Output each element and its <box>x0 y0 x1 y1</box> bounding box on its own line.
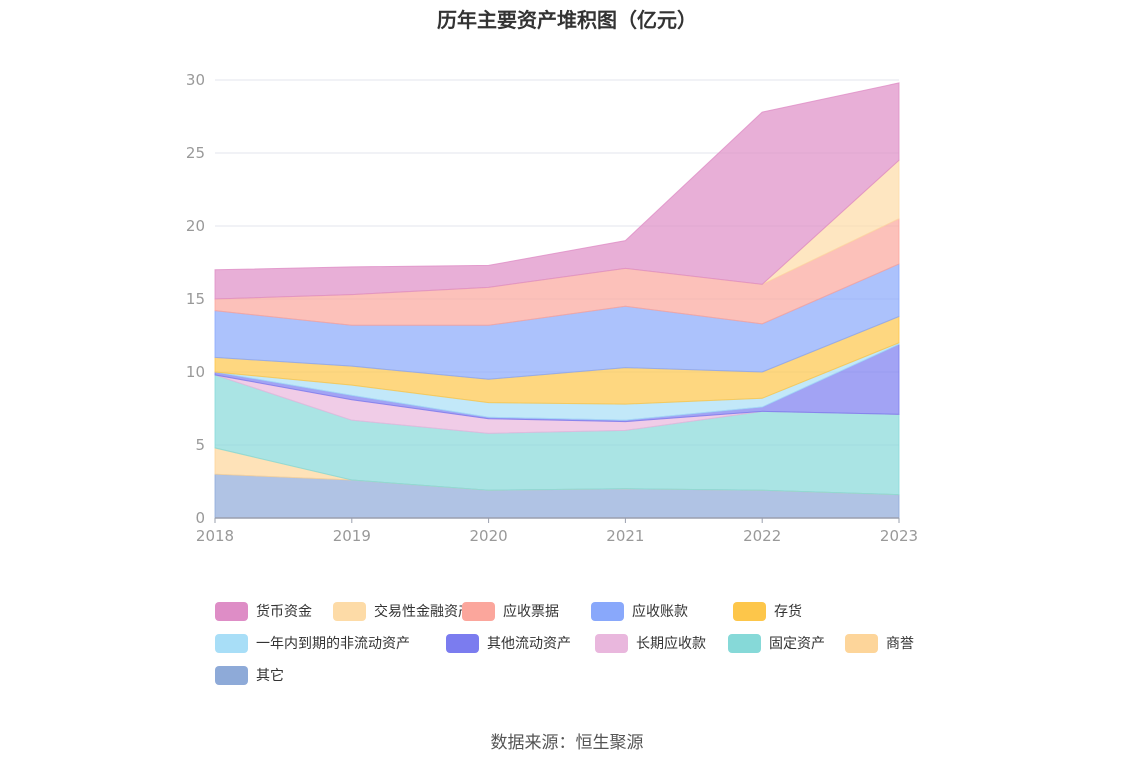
legend-label: 固定资产 <box>769 636 825 652</box>
legend-label: 其他流动资产 <box>487 636 571 652</box>
x-tick-label: 2019 <box>333 527 371 545</box>
x-tick-label: 2022 <box>743 527 781 545</box>
legend-swatch <box>215 633 248 653</box>
legend-swatch <box>595 633 628 653</box>
legend-swatch <box>215 665 248 685</box>
legend-item[interactable]: 其它 <box>215 662 284 688</box>
source-note: 数据来源：恒生聚源 <box>490 733 644 753</box>
y-tick-label: 10 <box>186 363 205 381</box>
legend-label: 存货 <box>774 604 802 620</box>
legend-swatch <box>845 633 878 653</box>
y-tick-label: 25 <box>186 144 205 162</box>
legend-label: 交易性金融资产 <box>374 604 472 620</box>
y-tick-label: 20 <box>186 217 205 235</box>
legend-item[interactable]: 应收账款 <box>591 598 688 624</box>
legend-swatch <box>446 633 479 653</box>
x-tick-label: 2023 <box>880 527 918 545</box>
legend-label: 长期应收款 <box>636 636 706 652</box>
y-tick-label: 30 <box>186 71 205 89</box>
legend-label: 其它 <box>256 668 284 684</box>
legend-item[interactable]: 其他流动资产 <box>446 630 571 656</box>
y-tick-label: 0 <box>195 509 205 527</box>
legend-swatch <box>215 601 248 621</box>
legend-item[interactable]: 交易性金融资产 <box>333 598 472 624</box>
x-tick-label: 2020 <box>470 527 508 545</box>
legend-item[interactable]: 长期应收款 <box>595 630 706 656</box>
legend-item[interactable]: 商誉 <box>845 630 914 656</box>
legend-label: 一年内到期的非流动资产 <box>256 636 410 652</box>
legend-item[interactable]: 一年内到期的非流动资产 <box>215 630 410 656</box>
legend-item[interactable]: 固定资产 <box>728 630 825 656</box>
legend-item[interactable]: 存货 <box>733 598 802 624</box>
y-tick-label: 5 <box>195 436 205 454</box>
x-tick-label: 2018 <box>196 527 234 545</box>
chart-title: 历年主要资产堆积图（亿元） <box>437 8 697 32</box>
area-series <box>214 82 900 519</box>
legend-swatch <box>591 601 624 621</box>
legend-item[interactable]: 应收票据 <box>462 598 559 624</box>
legend-label: 应收账款 <box>632 604 688 620</box>
legend-swatch <box>462 601 495 621</box>
axes: 0 5 10 15 20 25 30 2018 2019 2020 2021 2022 2023 <box>186 71 918 545</box>
x-tick-label: 2021 <box>606 527 644 545</box>
legend-swatch <box>733 601 766 621</box>
legend-label: 商誉 <box>886 636 914 652</box>
legend-swatch <box>333 601 366 621</box>
legend-item[interactable]: 货币资金 <box>215 598 312 624</box>
legend-label: 应收票据 <box>503 604 559 620</box>
stacked-area-chart: 0 5 10 15 20 25 30 2018 2019 2020 2021 2022 2023 <box>186 71 918 545</box>
y-tick-label: 15 <box>186 290 205 308</box>
legend-swatch <box>728 633 761 653</box>
area-货币资金 <box>214 82 900 300</box>
legend-label: 货币资金 <box>256 604 312 620</box>
